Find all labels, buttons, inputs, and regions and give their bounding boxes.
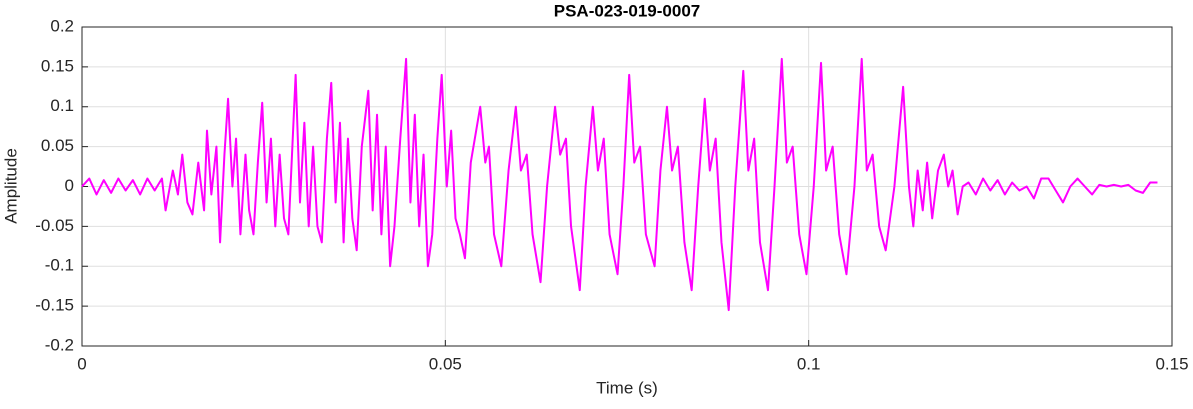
y-tick-label: 0	[65, 176, 74, 195]
y-tick-label: -0.15	[35, 296, 74, 315]
x-tick-label: 0	[77, 354, 86, 373]
y-tick-label: 0.1	[50, 96, 74, 115]
waveform-line	[81, 57, 1158, 312]
y-tick-label: 0.2	[50, 16, 74, 35]
y-axis-label: Amplitude	[1, 148, 20, 224]
y-tick-label: -0.1	[45, 256, 74, 275]
x-axis-label: Time (s)	[596, 378, 658, 397]
x-tick-label: 0.15	[1155, 354, 1188, 373]
y-tick-label: 0.15	[41, 56, 74, 75]
x-tick-label: 0.05	[429, 354, 462, 373]
x-tick-label: 0.1	[797, 354, 821, 373]
y-tick-label: -0.2	[45, 335, 74, 354]
y-tick-label: -0.05	[35, 216, 74, 235]
chart-title: PSA-023-019-0007	[554, 1, 700, 20]
y-tick-label: 0.05	[41, 136, 74, 155]
